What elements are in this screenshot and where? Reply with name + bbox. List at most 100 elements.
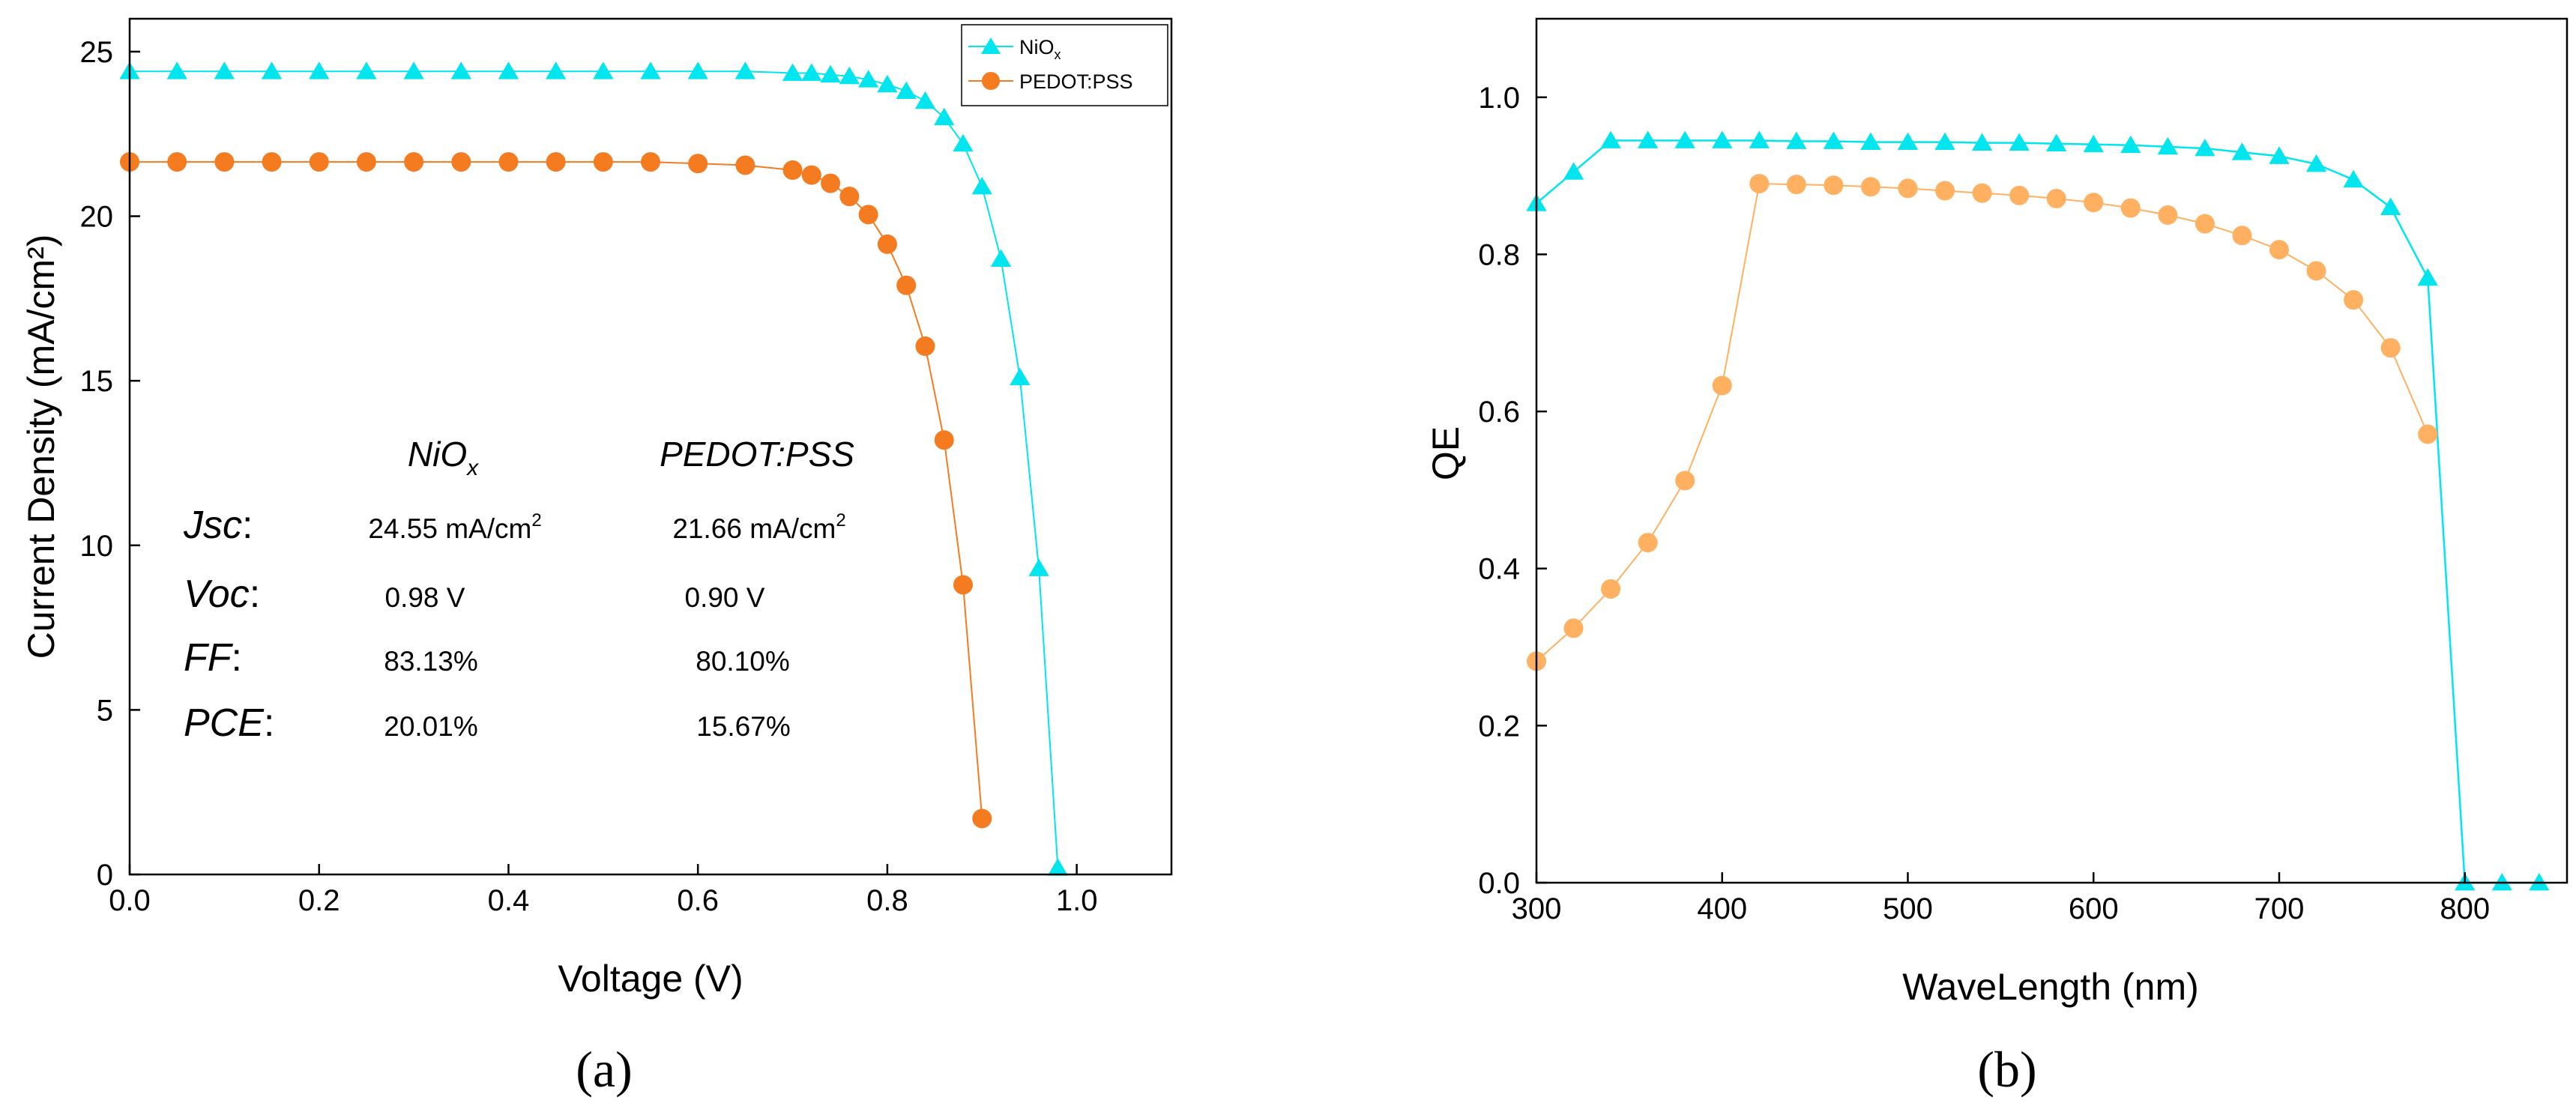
table-row-label-voc: Voc:: [184, 572, 260, 616]
panel-b-niox-point: [1600, 130, 1621, 148]
panel-a-pedot-point: [953, 575, 973, 595]
panel-b-niox-point: [2157, 136, 2178, 155]
panel-a-x-tick-label: 0.0: [109, 884, 151, 917]
panel-a: 0.0 0.2 0.4 0.6 0.8 1.0 0 5 10 15 20 25 Voltage (V)…: [20, 17, 1173, 1098]
table-head-niox: NiOx: [408, 435, 479, 480]
panel-a-niox-point: [261, 61, 283, 79]
table-value-ff-niox: 83.13%: [384, 646, 478, 677]
panel-a-pedot-point: [404, 152, 424, 172]
panel-a-niox-point: [896, 81, 917, 100]
table-row: PCE: 20.01% 15.67%: [184, 701, 791, 745]
panel-a-y-tick-label: 0: [97, 859, 113, 892]
panel-a-niox-point: [687, 61, 708, 79]
panel-a-pedot-point: [735, 155, 755, 175]
panel-a-niox-point: [214, 61, 235, 79]
panel-a-pedot-point: [498, 152, 519, 172]
panel-a-x-axis-title: Voltage (V): [558, 958, 743, 1000]
legend-niox-label: NiOx: [1019, 36, 1061, 62]
panel-b-pedot-point: [2084, 193, 2104, 213]
panel-b-pedot-point: [2344, 290, 2364, 310]
panel-a-x-tick-label: 0.2: [298, 884, 340, 917]
panel-a-y-tick-label: 15: [80, 365, 114, 398]
panel-a-niox-point: [403, 61, 424, 79]
panel-a-pedot-point: [877, 234, 897, 254]
panel-b-y-tick-label: 0.6: [1478, 396, 1520, 429]
panel-a-x-tick-label: 0.6: [677, 884, 719, 917]
panel-a-pedot-point: [839, 187, 860, 207]
panel-a-niox-point: [953, 133, 974, 152]
panel-a-niox-point: [857, 70, 879, 88]
table-row-label-pce: PCE:: [184, 701, 274, 745]
panel-a-niox-point: [356, 61, 377, 79]
panel-b-x-tick-label: 300: [1512, 892, 1562, 925]
table-row: Voc: 0.98 V 0.90 V: [184, 572, 765, 616]
panel-b-series-niox-line: [1536, 139, 2539, 884]
panel-b-niox-point: [1823, 131, 1844, 149]
panel-a-niox-point: [990, 249, 1012, 268]
panel-b-y-tick-label: 0.0: [1478, 867, 1520, 900]
panel-b-niox-point: [1971, 133, 1993, 151]
panel-a-pedot-point: [641, 152, 660, 172]
panel-b-pedot-point: [1786, 175, 1806, 195]
panel-b-pedot-point: [1675, 471, 1695, 491]
panel-b-pedot-point: [2269, 240, 2289, 260]
panel-b-pedot-point: [1898, 178, 1918, 199]
legend-pedot-marker: [982, 72, 1000, 90]
panel-a-pedot-point: [934, 430, 954, 450]
panel-a-niox-point: [640, 61, 661, 79]
panel-b-niox-point: [2120, 135, 2141, 154]
panel-b-niox-point: [1674, 130, 1695, 148]
table-value-ff-pedot: 80.10%: [696, 646, 790, 677]
panel-a-pedot-point: [214, 152, 235, 172]
panel-a-niox-point: [1010, 367, 1031, 386]
panel-a-pedot-point: [801, 165, 821, 185]
panel-b-niox-point: [1860, 132, 1881, 150]
panel-b-plot-frame: [1535, 17, 2569, 884]
panel-a-pedot-point: [356, 152, 376, 172]
panel-a-y-tick-label: 20: [80, 201, 114, 234]
panel-a-niox-point: [820, 64, 841, 83]
panel-a-niox-point: [971, 177, 992, 195]
panel-b-pedot-point: [2195, 214, 2215, 234]
panel-b-pedot-point: [1712, 375, 1732, 396]
panel-a-niox-point: [914, 91, 936, 109]
panel-a-pedot-point: [167, 152, 187, 172]
panel-b-niox-point: [2046, 133, 2067, 152]
panel-b-pedot-point: [1935, 181, 1955, 201]
panel-b-pedot-point: [2158, 205, 2178, 226]
panel-a-series-niox-line: [130, 70, 1059, 868]
legend-pedot-label: PEDOT:PSS: [1019, 70, 1133, 93]
table-row-label-ff: FF:: [184, 636, 242, 680]
table-row: Jsc: 24.55 mA/cm2 21.66 mA/cm2: [183, 504, 846, 547]
table-row-label-jsc: Jsc:: [183, 504, 253, 547]
panel-a-niox-point: [593, 61, 614, 79]
panel-b-niox-point: [2305, 154, 2327, 172]
panel-b-niox-point: [1563, 162, 1584, 180]
legend: NiOx PEDOT:PSS: [961, 24, 1168, 106]
panel-a-x-tick-label: 0.8: [866, 884, 908, 917]
panel-a-series-layer: [119, 61, 1069, 876]
panel-b-niox-point: [2491, 873, 2512, 891]
panel-a-plot-frame: [128, 17, 1173, 876]
panel-b-y-tick-label: 0.4: [1478, 553, 1520, 586]
panel-a-y-axis-title: Current Density (mA/cm²): [20, 235, 62, 659]
panel-a-niox-point: [801, 63, 822, 81]
table-value-pce-niox: 20.01%: [384, 711, 478, 742]
panel-b-pedot-point: [2120, 198, 2141, 218]
panel-b-niox-point: [2529, 873, 2550, 891]
panel-b-x-tick-label: 400: [1697, 892, 1747, 925]
panel-b-ticks: 300 400 500 600 700 800 0.0 0.2 0.4 0.6 0.8 1.0: [1478, 82, 2490, 925]
panel-b-pedot-point: [2306, 261, 2326, 281]
panel-a-pedot-point: [593, 152, 613, 172]
panel-b-niox-point: [2195, 138, 2215, 157]
panel-b-y-axis-title: QE: [1425, 426, 1467, 480]
performance-table: NiOx PEDOT:PSS Jsc: 24.55 mA/cm2 21.66 m…: [183, 435, 854, 745]
panel-b-x-tick-label: 700: [2254, 892, 2305, 925]
panel-b-pedot-point: [1749, 174, 1770, 194]
panel-a-pedot-point: [782, 160, 803, 181]
panel-a-x-tick-label: 1.0: [1056, 884, 1098, 917]
panel-a-pedot-point: [858, 205, 878, 225]
panel-a-niox-point: [450, 61, 471, 79]
panel-b-niox-point: [2009, 133, 2030, 151]
panel-b-niox-point: [2417, 268, 2438, 286]
